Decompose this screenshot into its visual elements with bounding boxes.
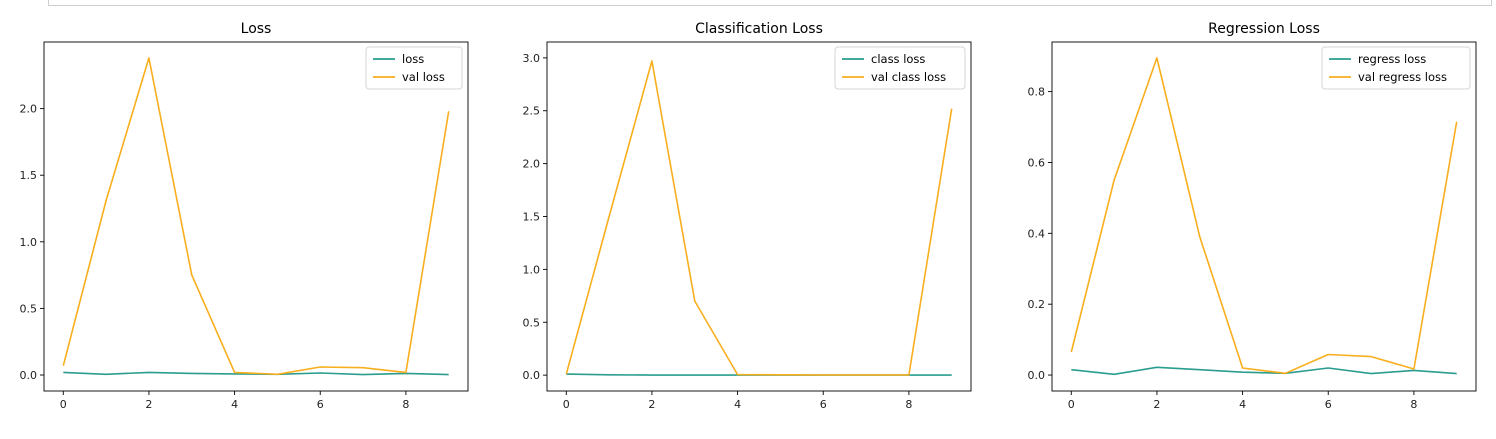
x-tick-label: 2 (648, 398, 655, 411)
y-tick-label: 0.8 (1028, 86, 1046, 99)
y-tick-label: 0.0 (1028, 369, 1046, 382)
x-tick-label: 0 (563, 398, 570, 411)
legend-label: val loss (402, 70, 445, 84)
y-tick-label: 2.5 (523, 105, 541, 118)
y-tick-label: 1.5 (20, 169, 38, 182)
x-tick-label: 6 (317, 398, 324, 411)
x-tick-label: 2 (1153, 398, 1160, 411)
y-tick-label: 0.2 (1028, 298, 1046, 311)
legend: regress loss val regress loss (1321, 46, 1471, 90)
subplot-loss: Loss 0 2 4 6 8 0.0 0.5 1.0 1.5 2.0 loss val loss (20, 21, 469, 411)
x-tick-label: 4 (1239, 398, 1246, 411)
subplot-regression-loss: Regression Loss 0 2 4 6 8 0.0 0.2 0.4 0.6 0.8 regre… (1028, 21, 1477, 411)
legend-label: val regress loss (1358, 70, 1447, 84)
series-line-val-regress-loss (1070, 57, 1458, 375)
chart-title: Classification Loss (695, 21, 823, 37)
y-tick-label: 0.5 (523, 316, 541, 329)
axes-frame (546, 41, 972, 392)
legend-label: class loss (871, 52, 925, 66)
chart-title: Loss (241, 21, 272, 37)
y-tick-label: 3.0 (523, 52, 541, 65)
x-tick-label: 0 (1068, 398, 1075, 411)
y-tick-label: 1.0 (523, 263, 541, 276)
chart-title: Regression Loss (1208, 21, 1320, 37)
axes-frame (1051, 41, 1477, 392)
notebook-cell-border (48, 0, 1492, 6)
y-tick-label: 1.5 (523, 211, 541, 224)
x-tick-label: 6 (1325, 398, 1332, 411)
y-tick-label: 0.5 (20, 302, 38, 315)
legend: loss val loss (365, 46, 463, 90)
legend-label: regress loss (1358, 52, 1426, 66)
axes-frame (43, 41, 469, 392)
x-tick-label: 4 (231, 398, 238, 411)
legend-label: loss (402, 52, 424, 66)
x-tick-label: 8 (905, 398, 912, 411)
x-tick-label: 8 (1410, 398, 1417, 411)
series-line-val-class-loss (565, 60, 953, 376)
y-tick-label: 0.0 (523, 369, 541, 382)
y-tick-label: 2.0 (20, 103, 38, 116)
y-tick-label: 0.4 (1028, 227, 1046, 240)
x-tick-label: 0 (60, 398, 67, 411)
legend-label: val class loss (871, 70, 946, 84)
legend-box (1321, 46, 1471, 90)
y-tick-label: 0.0 (20, 369, 38, 382)
x-tick-label: 6 (820, 398, 827, 411)
y-tick-label: 0.6 (1028, 156, 1046, 169)
subplot-classification-loss: Classification Loss 0 2 4 6 8 0.0 0.5 1.0 1.5 2.0 2… (523, 21, 972, 411)
legend-box (834, 46, 966, 90)
x-tick-label: 8 (402, 398, 409, 411)
x-tick-label: 2 (145, 398, 152, 411)
legend: class loss val class loss (834, 46, 966, 90)
y-tick-label: 1.0 (20, 236, 38, 249)
y-tick-label: 2.0 (523, 158, 541, 171)
series-line-regress-loss (1071, 366, 1457, 376)
x-tick-label: 4 (734, 398, 741, 411)
legend-box (365, 46, 463, 90)
series-line-val-loss (62, 57, 450, 376)
